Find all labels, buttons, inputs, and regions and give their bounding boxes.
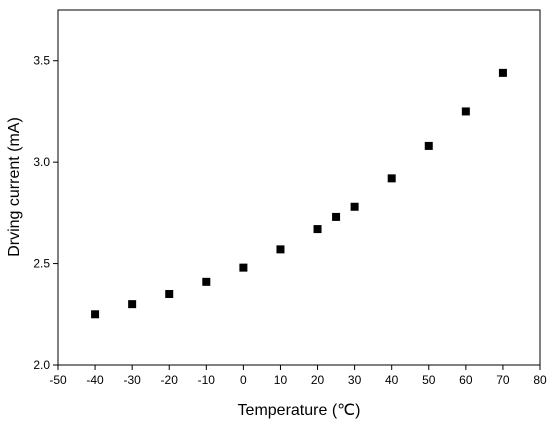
x-tick-label: -10 (198, 373, 216, 387)
x-tick-label: -50 (49, 373, 67, 387)
data-point (128, 300, 137, 309)
y-tick-label: 3.0 (33, 155, 50, 169)
data-point (165, 290, 174, 298)
data-point (461, 107, 470, 116)
plot-frame (57, 9, 541, 366)
x-tick-label: 30 (348, 373, 362, 387)
data-point (387, 174, 396, 183)
data-points (91, 68, 507, 319)
y-tick-label: 2.0 (33, 358, 50, 372)
data-point (498, 68, 507, 77)
x-tick-label: 10 (274, 373, 288, 387)
data-point (350, 202, 359, 211)
x-tick-label: 80 (533, 373, 547, 387)
x-tick-label: -40 (86, 373, 104, 387)
y-tick-label: 3.5 (33, 54, 50, 68)
data-point (332, 212, 341, 221)
y-axis-title: Drving current (mA) (6, 117, 23, 257)
x-tick-label: 40 (385, 373, 399, 387)
data-point (313, 225, 322, 234)
x-tick-label: 60 (459, 373, 473, 387)
x-tick-label: 0 (240, 373, 247, 387)
data-point (91, 310, 100, 319)
data-point (239, 263, 248, 272)
x-axis: -50 -40 -30 -20 -10 0 10 20 30 40 50 60 70 80 (49, 365, 547, 387)
y-tick-label: 2.5 (33, 257, 50, 271)
data-point (424, 141, 433, 150)
y-axis: 2.0 2.5 3.0 3.5 (33, 54, 58, 372)
data-point (202, 277, 211, 286)
x-tick-label: -30 (123, 373, 141, 387)
x-axis-title: Temperature (℃) (238, 402, 361, 419)
x-tick-label: 70 (496, 373, 510, 387)
x-tick-label: 50 (422, 373, 436, 387)
x-tick-label: 20 (311, 373, 325, 387)
data-point (276, 245, 285, 254)
x-tick-label: -20 (161, 373, 179, 387)
